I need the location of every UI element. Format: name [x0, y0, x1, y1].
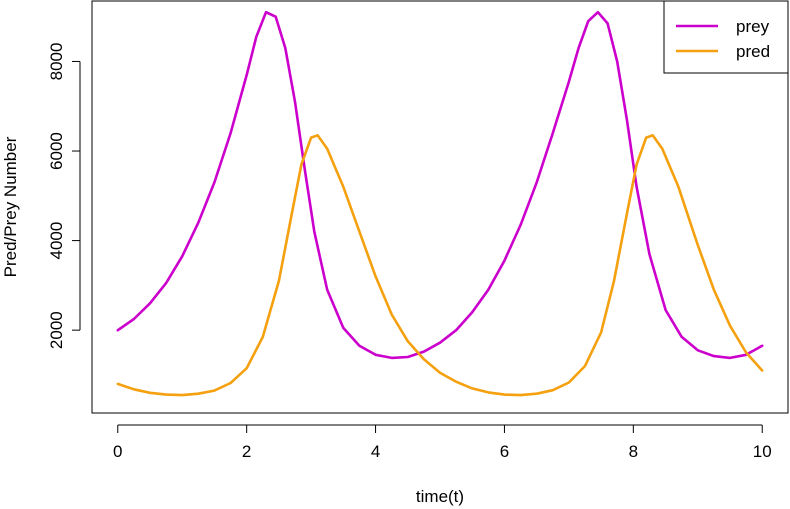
x-tick-label: 10 [753, 442, 772, 461]
plot-frame [91, 0, 789, 414]
x-tick-label: 6 [500, 442, 509, 461]
y-tick-label: 6000 [47, 132, 66, 170]
series-line-pred [116, 134, 764, 397]
x-axis: 0 2 4 6 8 10 [113, 424, 772, 461]
y-tick-label: 2000 [47, 311, 66, 349]
legend-label-pred: pred [736, 42, 770, 61]
legend-box [663, 0, 789, 74]
legend: prey pred [663, 0, 789, 74]
y-axis-label: Pred/Prey Number [1, 136, 20, 277]
plot-area [91, 0, 789, 414]
x-tick-label: 4 [371, 442, 380, 461]
series-line-prey [116, 10, 764, 360]
legend-label-prey: prey [736, 17, 770, 36]
y-tick-label: 8000 [47, 43, 66, 81]
x-tick-label: 8 [629, 442, 638, 461]
series-layer [116, 10, 764, 397]
y-tick-label: 4000 [47, 222, 66, 260]
x-tick-label: 2 [242, 442, 251, 461]
x-axis-label: time(t) [416, 487, 464, 506]
y-axis: 2000 4000 6000 8000 [47, 43, 81, 349]
x-tick-label: 0 [113, 442, 122, 461]
